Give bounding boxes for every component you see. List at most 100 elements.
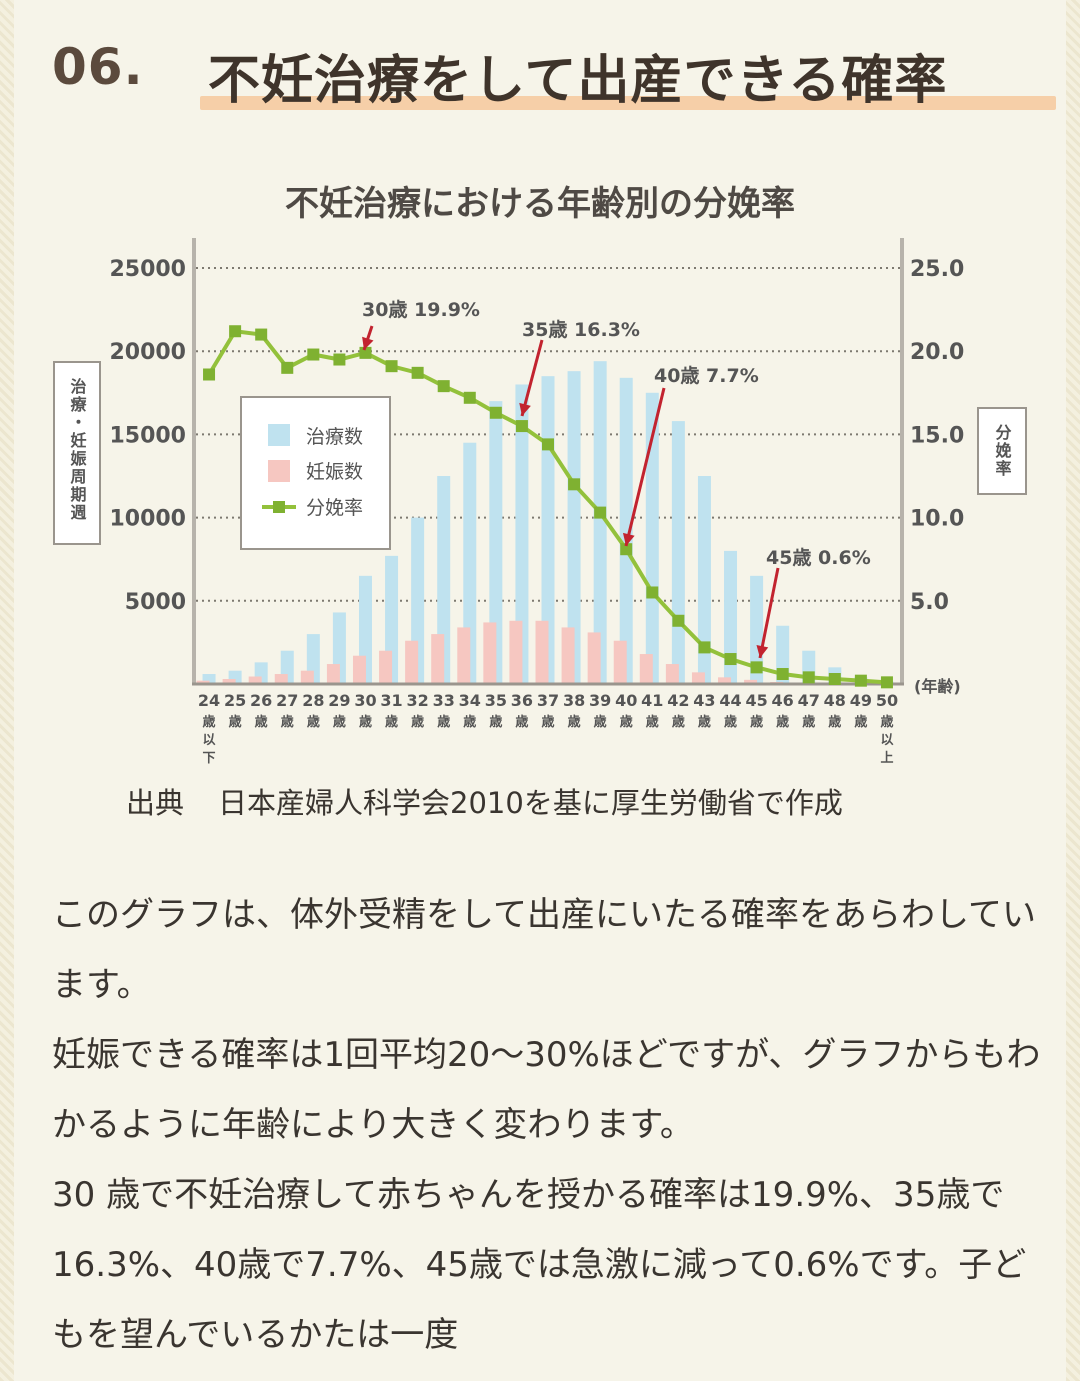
x-tick-label: 50 bbox=[876, 691, 898, 710]
annotation-label: 35歳 16.3% bbox=[522, 319, 640, 341]
bar-妊娠数 bbox=[457, 627, 471, 684]
x-tick-label: 26 bbox=[250, 691, 272, 710]
x-tick-label-unit: 歳 bbox=[411, 714, 424, 730]
x-tick-label: 38 bbox=[563, 691, 585, 710]
bar-治療数 bbox=[724, 550, 738, 684]
x-tick-label: 41 bbox=[641, 691, 663, 710]
bar-妊娠数 bbox=[248, 676, 262, 684]
x-tick-label: 39 bbox=[589, 691, 611, 710]
x-tick-label-unit: 歳 bbox=[828, 714, 841, 730]
bar-治療数 bbox=[437, 476, 451, 684]
x-tick-label-unit: 歳 bbox=[541, 714, 554, 730]
line-point bbox=[463, 391, 476, 404]
bar-妊娠数 bbox=[379, 650, 393, 684]
x-tick-label-unit: 歳 bbox=[802, 714, 815, 730]
bar-妊娠数 bbox=[744, 679, 758, 684]
y-tick-label-right: 20.0 bbox=[910, 340, 964, 365]
y-tick-label-left: 15000 bbox=[109, 423, 186, 448]
x-axis-title: (年齢) bbox=[914, 677, 961, 696]
left-axis-line bbox=[192, 238, 196, 684]
legend-swatch-pregnancy bbox=[268, 460, 290, 482]
legend-label-treatment: 治療数 bbox=[306, 426, 363, 448]
annotation-arrowhead bbox=[519, 402, 531, 416]
line-point bbox=[281, 361, 294, 374]
line-point bbox=[802, 671, 815, 684]
y-tick-label-left: 20000 bbox=[109, 340, 186, 365]
chart-title: 不妊治療における年齢別の分娩率 bbox=[285, 184, 795, 224]
y-axis-title-box-right bbox=[977, 407, 1027, 495]
x-tick-label: 25 bbox=[224, 691, 246, 710]
line-point bbox=[880, 676, 893, 689]
bar-治療数 bbox=[567, 371, 581, 684]
y-tick-label-right: 5.0 bbox=[910, 590, 949, 615]
bar-治療数 bbox=[202, 674, 216, 684]
bar-妊娠数 bbox=[535, 620, 549, 684]
x-tick-label-unit: 歳 bbox=[724, 714, 737, 730]
x-tick-label: 46 bbox=[772, 691, 794, 710]
page-edge-left bbox=[0, 0, 14, 1381]
legend-box bbox=[240, 396, 391, 550]
annotation-label: 30歳 19.9% bbox=[362, 299, 480, 321]
line-point bbox=[672, 614, 685, 627]
bar-妊娠数 bbox=[718, 677, 732, 684]
x-tick-label-unit: 歳 bbox=[568, 714, 581, 730]
annotation-arrowhead bbox=[622, 532, 635, 546]
bar-治療数 bbox=[515, 384, 529, 684]
x-tick-label: 47 bbox=[798, 691, 820, 710]
source-citation: 出典 日本産婦人科学会2010を基に厚生労働省で作成 bbox=[126, 780, 843, 822]
x-tick-label: 48 bbox=[824, 691, 846, 710]
x-tick-label: 31 bbox=[380, 691, 402, 710]
x-tick-label-unit: 歳 bbox=[333, 714, 346, 730]
x-tick-label-unit: 以 bbox=[880, 733, 893, 748]
bar-妊娠数 bbox=[561, 627, 575, 684]
x-tick-label: 44 bbox=[719, 691, 741, 710]
x-tick-label: 34 bbox=[459, 691, 481, 710]
bar-治療数 bbox=[541, 376, 555, 684]
line-point bbox=[854, 674, 867, 687]
right-axis-line bbox=[900, 238, 904, 684]
line-point bbox=[698, 641, 711, 654]
x-tick-label-unit: 歳 bbox=[646, 714, 659, 730]
line-point bbox=[568, 478, 581, 491]
bar-治療数 bbox=[463, 442, 477, 684]
bar-妊娠数 bbox=[431, 634, 445, 684]
line-point bbox=[307, 348, 320, 361]
y-axis-title-left: 治療・妊娠周期週 bbox=[68, 377, 87, 522]
x-tick-label-unit: 歳 bbox=[620, 714, 633, 730]
y-axis-title-right: 分娩率 bbox=[993, 424, 1013, 478]
bar-妊娠数 bbox=[691, 672, 705, 684]
x-tick-label: 28 bbox=[302, 691, 324, 710]
x-tick-label-unit: 歳 bbox=[672, 714, 685, 730]
x-tick-label-unit: 歳 bbox=[594, 714, 607, 730]
line-point bbox=[828, 673, 841, 686]
bar-妊娠数 bbox=[274, 674, 288, 684]
line-point bbox=[359, 346, 372, 359]
annotation-arrowhead bbox=[362, 336, 374, 350]
bar-妊娠数 bbox=[665, 664, 679, 684]
line-point bbox=[646, 586, 659, 599]
bar-妊娠数 bbox=[300, 670, 314, 684]
bar-妊娠数 bbox=[352, 655, 366, 684]
bar-妊娠数 bbox=[613, 640, 627, 684]
x-tick-label: 43 bbox=[693, 691, 715, 710]
bar-妊娠数 bbox=[222, 679, 236, 684]
source-text: 日本産婦人科学会2010を基に厚生労働省で作成 bbox=[218, 786, 843, 820]
y-axis-title-box-left bbox=[53, 361, 101, 545]
x-tick-label: 30 bbox=[354, 691, 376, 710]
x-tick-label-unit: 歳 bbox=[880, 714, 893, 730]
x-tick-label: 27 bbox=[276, 691, 298, 710]
line-point bbox=[620, 543, 633, 556]
heading-title: 不妊治療をして出産できる確率 bbox=[208, 51, 948, 111]
body-paragraph-3: 30 歳で不妊治療して赤ちゃんを授かる確率は19.9%、35歳で16.3%、40… bbox=[52, 1175, 1027, 1355]
bar-治療数 bbox=[489, 401, 503, 684]
y-tick-label-left: 10000 bbox=[109, 507, 186, 532]
x-tick-label: 42 bbox=[667, 691, 689, 710]
x-tick-label-unit: 上 bbox=[880, 751, 893, 766]
bar-妊娠数 bbox=[639, 654, 653, 684]
x-tick-label-unit: 歳 bbox=[776, 714, 789, 730]
legend-swatch-treatment bbox=[268, 424, 290, 446]
bar-治療数 bbox=[645, 392, 659, 684]
line-point bbox=[203, 368, 216, 381]
x-tick-label-unit: 歳 bbox=[359, 714, 372, 730]
article-body: このグラフは、体外受精をして出産にいたる確率をあらわしています。 妊娠できる確率… bbox=[52, 880, 1042, 1370]
